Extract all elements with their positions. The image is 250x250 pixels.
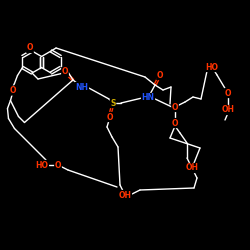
- Text: O: O: [172, 118, 178, 128]
- Text: O: O: [172, 102, 178, 112]
- Text: OH: OH: [222, 106, 234, 114]
- Text: NH: NH: [76, 82, 88, 92]
- Text: HO: HO: [206, 62, 218, 72]
- Text: O: O: [27, 44, 33, 52]
- Text: HO: HO: [36, 160, 49, 170]
- Text: O: O: [62, 68, 68, 76]
- Text: O: O: [9, 86, 16, 95]
- Text: O: O: [225, 88, 231, 98]
- Text: O: O: [107, 112, 113, 122]
- Text: HN: HN: [142, 94, 154, 102]
- Text: OH: OH: [186, 164, 198, 172]
- Text: O: O: [55, 160, 61, 170]
- Text: O: O: [157, 70, 163, 80]
- Text: OH: OH: [118, 190, 132, 200]
- Text: S: S: [110, 98, 116, 108]
